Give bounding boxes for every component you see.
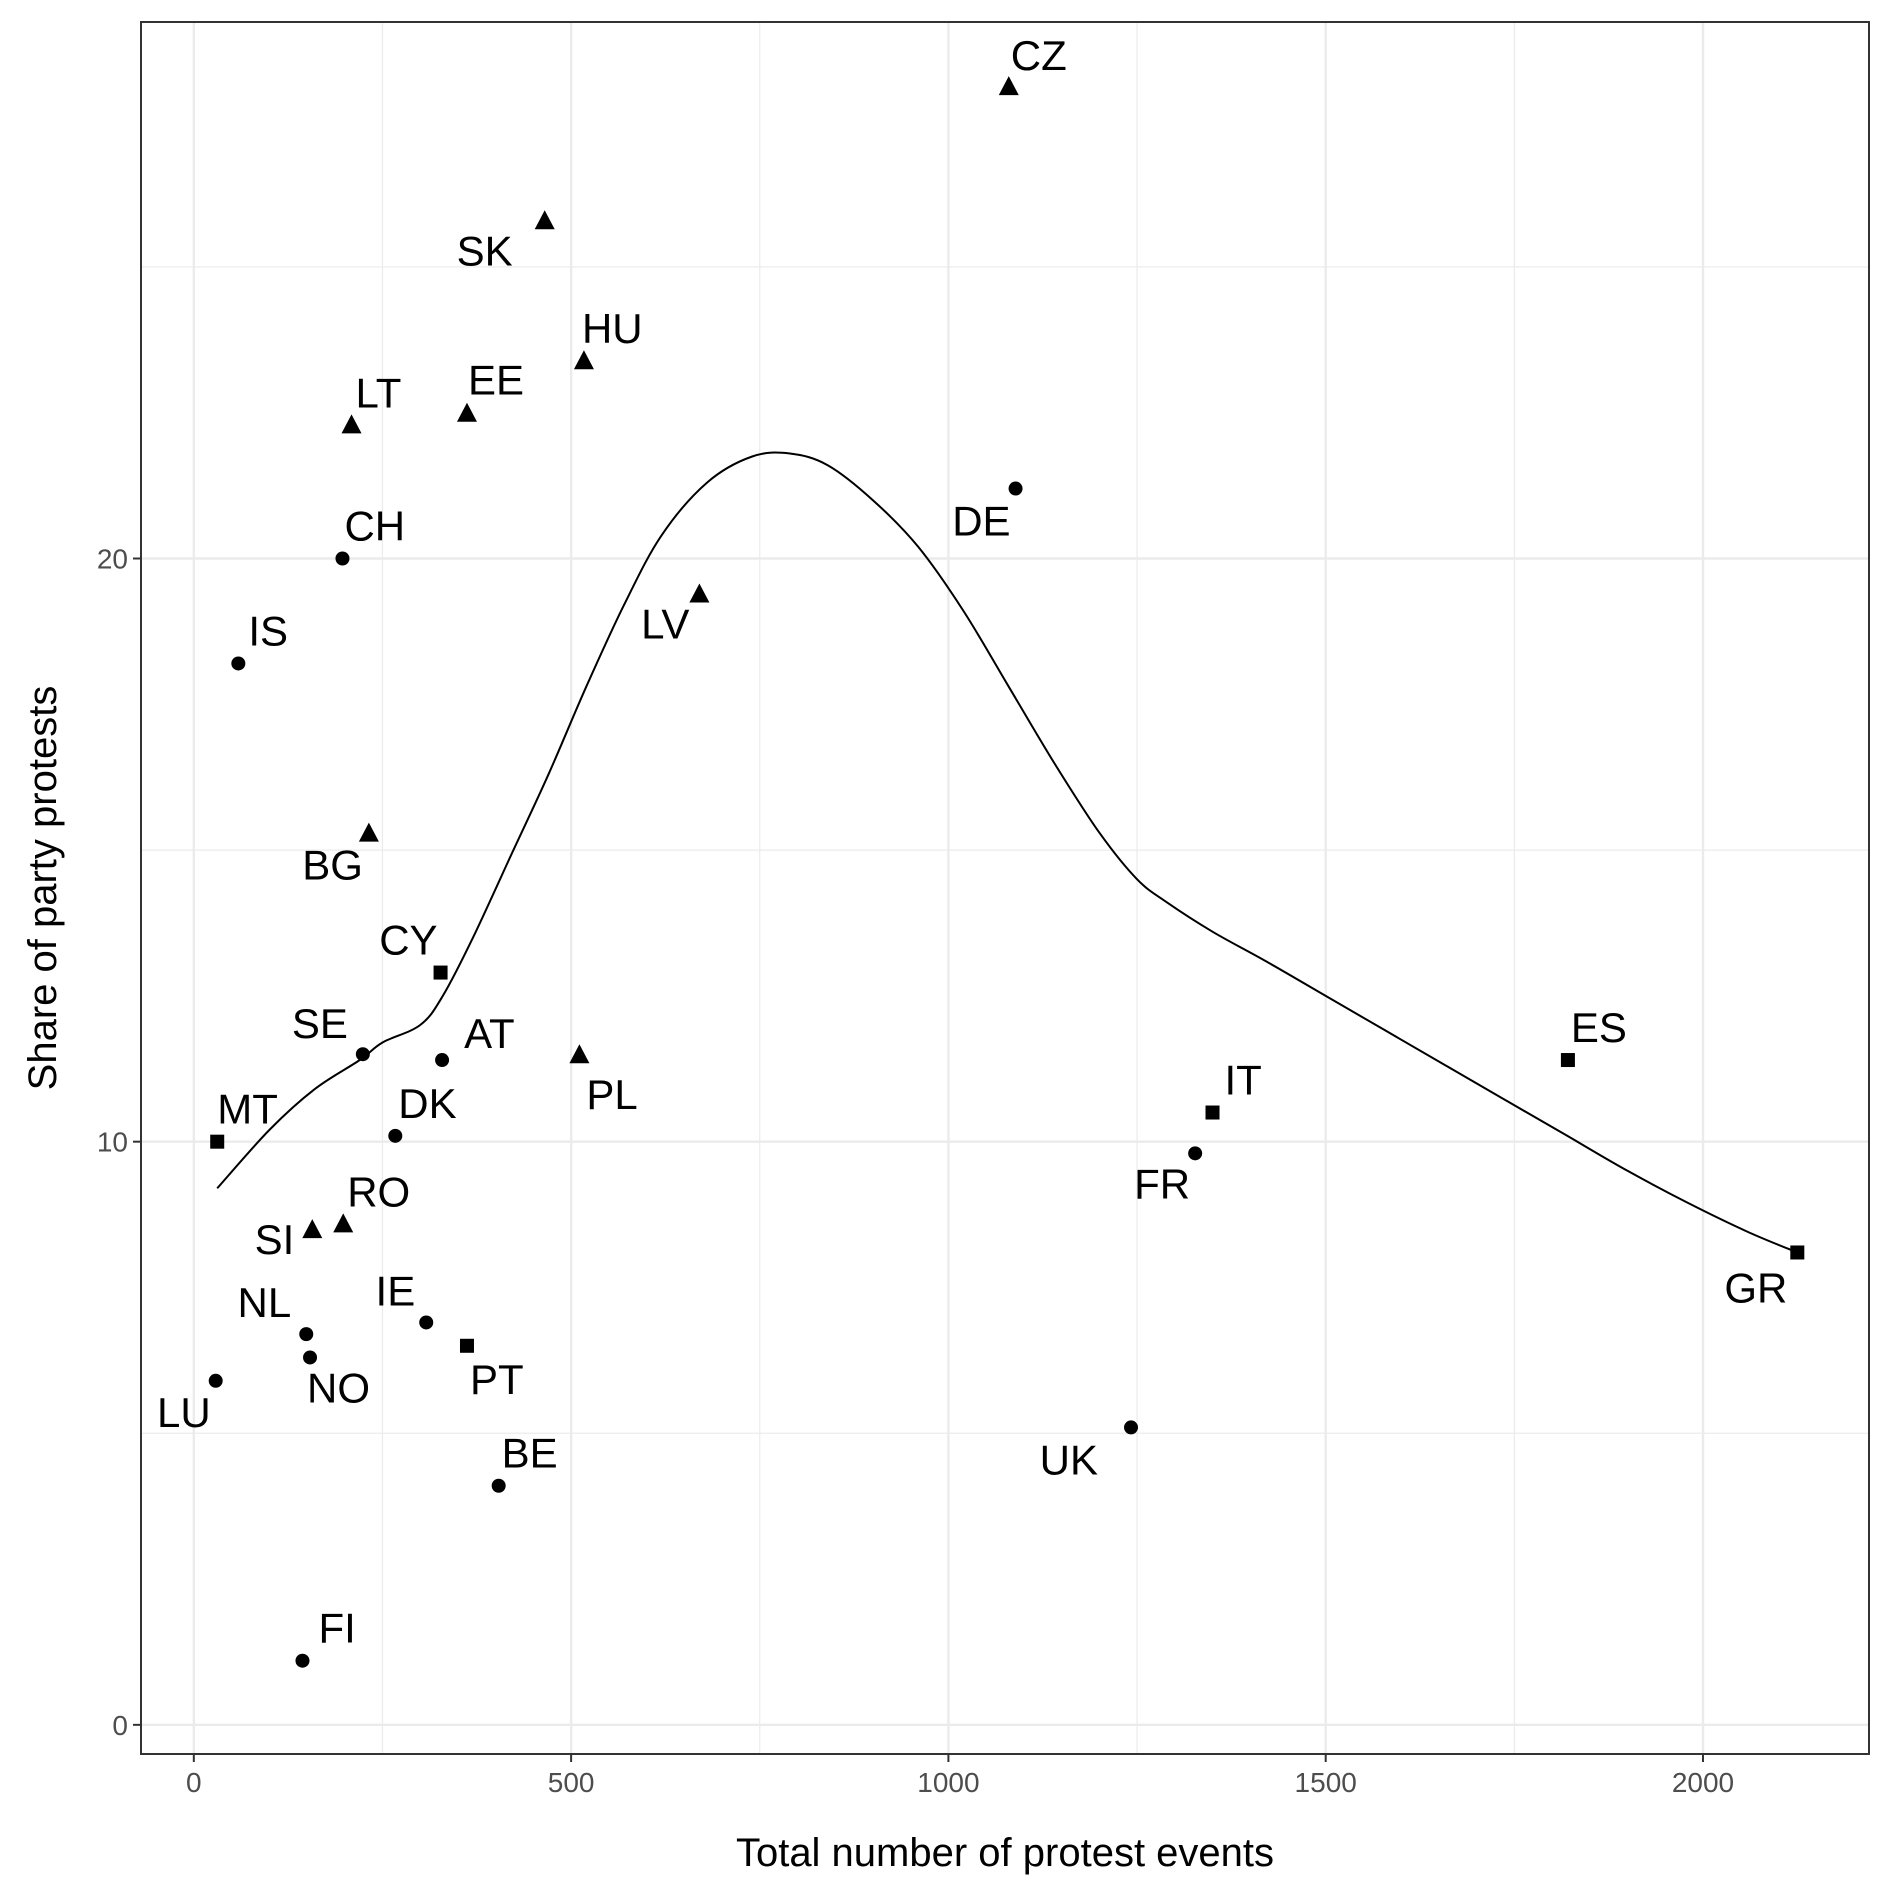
y-tick-label: 10 — [97, 1127, 128, 1158]
triangle-point-lt — [341, 414, 362, 434]
point-label-pl: PL — [586, 1071, 637, 1118]
point-label-fi: FI — [318, 1605, 355, 1652]
y-axis-tick-labels: 0 10 20 — [97, 544, 128, 1741]
axis-ticks — [133, 557, 1704, 1762]
triangle-point-ro — [333, 1213, 354, 1233]
circle-point-ch — [335, 551, 350, 566]
point-label-es: ES — [1571, 1004, 1627, 1051]
triangle-point-cz — [998, 76, 1019, 96]
circle-point-de — [1008, 481, 1023, 496]
circle-point-fr — [1188, 1146, 1203, 1161]
circle-point-ie — [419, 1315, 434, 1330]
y-tick-label: 0 — [112, 1710, 128, 1741]
circle-point-nl — [299, 1327, 314, 1342]
plot-panel — [141, 22, 1869, 1754]
point-label-uk: UK — [1040, 1436, 1098, 1483]
minor-gridlines — [141, 22, 1869, 1754]
major-gridlines — [141, 22, 1869, 1754]
triangle-point-bg — [358, 822, 379, 842]
point-label-lu: LU — [157, 1389, 211, 1436]
point-label-cz: CZ — [1011, 32, 1067, 79]
square-point-es — [1560, 1053, 1575, 1068]
x-axis-tick-labels: 0 500 1000 1500 2000 — [186, 1767, 1734, 1798]
point-label-sk: SK — [457, 227, 513, 274]
point-label-si: SI — [255, 1216, 295, 1263]
point-label-at: AT — [464, 1010, 515, 1057]
point-label-lv: LV — [641, 601, 689, 648]
point-label-se: SE — [292, 1000, 348, 1047]
circle-point-uk — [1124, 1420, 1139, 1435]
point-label-pt: PT — [470, 1356, 524, 1403]
point-label-dk: DK — [398, 1080, 456, 1127]
triangle-point-ee — [456, 402, 477, 422]
point-label-ie: IE — [376, 1267, 416, 1314]
point-label-cy: CY — [379, 917, 437, 964]
y-axis-title: Share of party protests — [21, 686, 65, 1091]
triangle-point-si — [302, 1219, 323, 1239]
point-label-be: BE — [502, 1430, 558, 1477]
point-label-hu: HU — [582, 305, 643, 352]
square-point-pt — [459, 1338, 474, 1353]
triangle-point-hu — [573, 350, 594, 370]
circle-point-is — [231, 656, 246, 671]
point-label-no: NO — [307, 1364, 370, 1411]
trend-line — [216, 451, 1798, 1254]
data-points — [208, 76, 1805, 1668]
point-label-is: IS — [248, 607, 288, 654]
circle-point-dk — [388, 1128, 403, 1143]
circle-point-no — [303, 1350, 318, 1365]
plot-border — [140, 21, 1870, 1755]
square-point-cy — [433, 965, 448, 980]
point-label-de: DE — [952, 498, 1010, 545]
x-tick-label: 0 — [186, 1767, 202, 1798]
point-label-ch: CH — [344, 503, 405, 550]
triangle-point-pl — [569, 1044, 590, 1064]
circle-point-lu — [208, 1373, 223, 1388]
point-label-ee: EE — [468, 357, 524, 404]
circle-point-se — [355, 1047, 370, 1062]
point-label-ro: RO — [347, 1168, 410, 1215]
y-tick-label: 20 — [97, 544, 128, 575]
square-point-gr — [1790, 1245, 1805, 1260]
triangle-point-sk — [534, 210, 555, 230]
point-label-gr: GR — [1724, 1264, 1787, 1311]
square-point-it — [1205, 1105, 1220, 1120]
circle-point-fi — [295, 1653, 310, 1668]
square-point-mt — [210, 1134, 225, 1149]
point-label-it: IT — [1225, 1057, 1262, 1104]
point-label-bg: BG — [302, 842, 363, 889]
point-label-mt: MT — [217, 1086, 278, 1133]
x-tick-label: 500 — [548, 1767, 595, 1798]
point-label-lt: LT — [356, 369, 402, 416]
x-axis-title: Total number of protest events — [736, 1831, 1274, 1875]
x-tick-label: 1500 — [1295, 1767, 1357, 1798]
circle-point-at — [435, 1053, 450, 1068]
triangle-point-lv — [689, 583, 710, 603]
x-tick-label: 2000 — [1672, 1767, 1734, 1798]
point-label-fr: FR — [1134, 1160, 1190, 1207]
x-tick-label: 1000 — [917, 1767, 979, 1798]
point-label-nl: NL — [238, 1279, 292, 1326]
circle-point-be — [491, 1478, 506, 1493]
